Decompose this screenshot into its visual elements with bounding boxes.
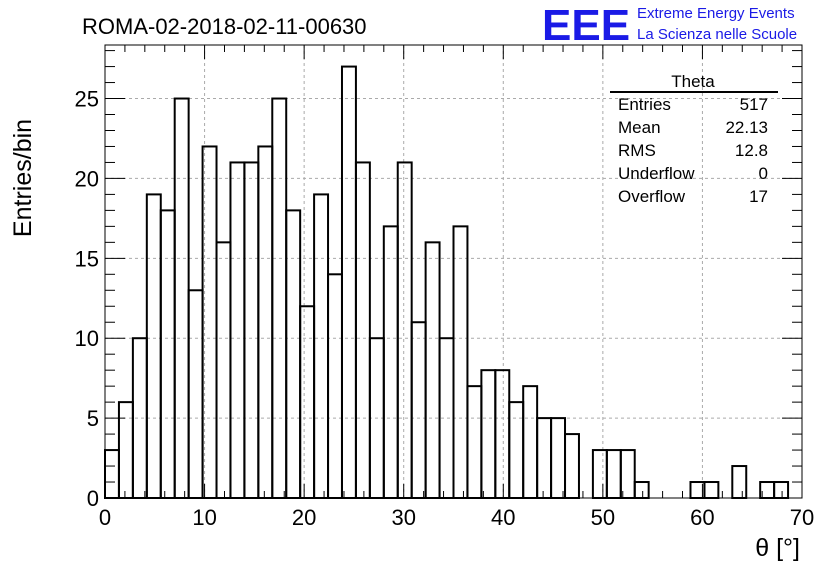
stats-row-value: 12.8 — [735, 141, 768, 160]
x-tick-label: 10 — [192, 505, 216, 530]
histogram-bin — [215, 241, 232, 499]
histogram-bin — [731, 465, 748, 499]
histogram-bin — [327, 273, 343, 499]
histogram-bin — [396, 161, 413, 499]
histogram-bin — [522, 385, 539, 500]
histogram-bin — [466, 385, 483, 500]
chart-title: ROMA-02-2018-02-11-00630 — [82, 14, 367, 39]
histogram-bin — [243, 161, 260, 499]
plot-frame — [104, 44, 803, 499]
histogram-bin — [410, 321, 427, 500]
histogram-bin — [480, 369, 497, 499]
x-tick-label: 20 — [292, 505, 316, 530]
histogram-bin — [591, 449, 608, 500]
x-axis-title: θ [°] — [755, 534, 800, 562]
y-tick-label: 15 — [75, 246, 99, 271]
stats-row-value: 0 — [759, 164, 768, 183]
histogram-bin — [173, 97, 190, 499]
histogram-bin — [104, 449, 120, 500]
histogram-bars — [104, 65, 790, 500]
stats-row-label: Underflow — [618, 164, 695, 183]
histogram-bin — [424, 241, 441, 499]
stats-row-label: Overflow — [618, 187, 686, 206]
x-tick-label: 0 — [99, 505, 111, 530]
histogram-bin — [354, 161, 371, 499]
stats-row-value: 22.13 — [725, 118, 768, 137]
logo-line-1: Extreme Energy Events — [637, 5, 795, 22]
histogram-bin — [340, 65, 357, 499]
histogram-bin — [159, 209, 176, 499]
stats-row-label: Mean — [618, 118, 661, 137]
histogram-bin — [187, 289, 204, 500]
y-tick-labels: 0 5 10 15 20 25 — [75, 87, 99, 511]
histogram-bin — [773, 481, 790, 500]
histogram-bin — [229, 161, 246, 499]
histogram-bin — [452, 225, 469, 499]
histogram-bin — [285, 209, 302, 499]
histogram-bin — [633, 481, 650, 500]
y-tick-label: 5 — [87, 406, 99, 431]
histogram-bin — [131, 337, 148, 499]
stats-row-label: RMS — [618, 141, 656, 160]
stats-row-value: 17 — [749, 187, 768, 206]
x-tick-label: 70 — [790, 505, 814, 530]
logo-line-2: La Scienza nelle Scuole — [637, 26, 797, 43]
histogram-bin — [299, 305, 316, 499]
logo-mark: EEE — [542, 1, 630, 50]
x-tick-label: 40 — [491, 505, 515, 530]
y-tick-label: 0 — [87, 486, 99, 511]
histogram-bin — [605, 449, 622, 500]
stats-box: Theta Entries 517 Mean 22.13 RMS 12.8 Underflo… — [610, 72, 778, 206]
x-tick-label: 50 — [591, 505, 615, 530]
axis-ticks — [104, 45, 803, 499]
histogram-bin — [257, 145, 274, 499]
histogram-bin — [536, 417, 553, 500]
histogram-bin — [117, 401, 134, 499]
y-tick-label: 25 — [75, 87, 99, 112]
x-tick-label: 30 — [391, 505, 415, 530]
x-tick-label: 60 — [690, 505, 714, 530]
y-tick-label: 10 — [75, 326, 99, 351]
histogram-bin — [619, 449, 636, 500]
histogram-bin — [145, 193, 162, 499]
histogram-bin — [313, 193, 330, 499]
x-tick-labels: 0 10 20 30 40 50 60 70 — [99, 505, 814, 530]
stats-box-title: Theta — [671, 72, 715, 91]
y-axis-title: Entries/bin — [9, 119, 37, 237]
histogram-bin — [494, 369, 511, 499]
y-tick-label: 20 — [75, 166, 99, 191]
histogram-bin — [703, 481, 720, 500]
stats-row-value: 517 — [740, 95, 768, 114]
stats-row-label: Entries — [618, 95, 671, 114]
histogram-bin — [550, 417, 567, 500]
histogram-bin — [564, 433, 580, 499]
histogram-bin — [271, 97, 288, 499]
histogram-bin — [508, 401, 525, 499]
histogram-bin — [382, 225, 399, 499]
